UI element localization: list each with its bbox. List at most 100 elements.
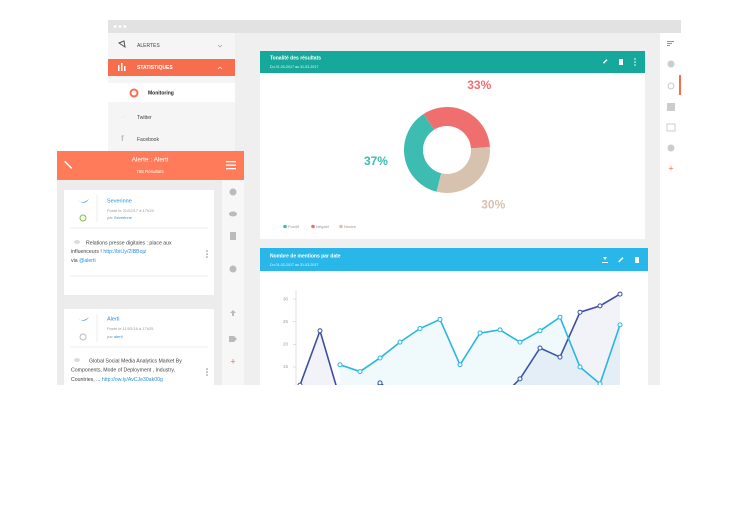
sidebar-label: Twitter (137, 115, 152, 121)
mobile-tool-icons[interactable]: + (229, 188, 237, 367)
post-handle: alerti (114, 334, 123, 339)
donut-slice (423, 107, 490, 149)
point (497, 327, 503, 333)
post-date: Posté le 21/02/17 à 17h25 (107, 208, 154, 213)
post-card[interactable]: Severinne Posté le 21/02/17 à 17h25 par … (64, 190, 214, 295)
series-line (299, 293, 621, 385)
post-handle: Severinne (114, 215, 133, 220)
point (397, 339, 403, 345)
point (357, 369, 363, 375)
sidebar-label: ALERTES (137, 43, 160, 49)
donut-slice (436, 147, 490, 193)
svg-text:par Severinne: par Severinne (107, 215, 133, 220)
post-link[interactable]: http://ow.ly/AvCJe30ak00g (102, 377, 163, 383)
line-chart: 15 20 25 30 (283, 290, 623, 419)
point (498, 397, 502, 401)
post-date: Posté le 11/02/16 à 17h25 (107, 326, 154, 331)
panel-title: Tonalité des résultats (270, 55, 321, 61)
panel-subtitle: Du 01-03-2017 au 31-03-2017 (270, 65, 318, 69)
legend-marker (283, 224, 287, 229)
point (577, 364, 583, 370)
value-label: 33% (467, 78, 491, 92)
sidebar-label: STATISTIQUES (137, 65, 173, 71)
mobile-header (57, 151, 244, 180)
series-area (300, 294, 620, 385)
point (457, 362, 463, 368)
point (577, 309, 583, 315)
point (358, 406, 362, 410)
mobile-tools (222, 180, 244, 385)
point (398, 397, 402, 401)
svg-text:via @alerti: via @alerti (71, 258, 96, 264)
point (437, 316, 443, 322)
y-tick-label: 20 (283, 342, 289, 347)
post-author: Alerti (107, 316, 120, 322)
point (317, 328, 323, 334)
post-mention[interactable]: @alerti (79, 258, 96, 264)
point (478, 406, 482, 410)
post-author: Severinne (107, 198, 132, 204)
point (458, 415, 462, 419)
post-text: Relations presse digitales : place aux (86, 240, 172, 246)
svg-text:f: f (121, 134, 124, 143)
legend-marker (311, 224, 315, 229)
legend-label: Positif (288, 224, 300, 229)
point (377, 355, 383, 361)
panel-header (260, 51, 645, 73)
point (537, 328, 543, 334)
svg-text:influenceurs ! http://bit.ly/2: influenceurs ! http://bit.ly/2IBBojz (71, 249, 147, 255)
point (417, 326, 423, 332)
sidebar-item[interactable]: f Facebook (121, 134, 159, 143)
post-by: par (107, 215, 113, 220)
point (597, 381, 603, 385)
sidebar-item[interactable]: STATISTIQUES (108, 59, 235, 76)
point (438, 415, 442, 419)
legend-label: Négatif (316, 224, 330, 229)
panel-actions[interactable] (602, 257, 639, 263)
y-tick-label: 30 (283, 296, 289, 301)
point (597, 303, 603, 309)
point (517, 376, 523, 382)
donut-slice (404, 113, 442, 192)
sidebar-label: Facebook (137, 137, 159, 143)
title-bar (108, 20, 681, 33)
panel-subtitle: Du 01-03-2017 au 31-03-2017 (270, 263, 318, 267)
icon-bar (660, 33, 681, 385)
point (617, 322, 623, 328)
sidebar-item[interactable]: Monitoring (108, 83, 235, 102)
value-label: 37% (364, 154, 388, 168)
point (617, 291, 623, 297)
sidebar-item[interactable]: Twitter (119, 115, 152, 121)
legend-marker (339, 224, 343, 229)
post-text: Components, Mode of Deployment , Industr… (71, 367, 175, 373)
window: ALERTES STATISTIQUES Monitoring Twitter … (57, 20, 681, 419)
icon-bar-icons[interactable]: + (666, 41, 676, 173)
panel-title: Nombre de mentions par date (270, 253, 341, 259)
donut-chart: 37% Positif 33% Négatif 30% Neutre (283, 78, 506, 229)
post-link[interactable]: http://bit.ly/2IBBojz (103, 249, 146, 255)
post-card[interactable]: Alerti Posté le 11/02/16 à 17h25 par ale… (64, 309, 214, 401)
value-label: 30% (481, 197, 505, 211)
point (337, 362, 343, 368)
legend-label: Neutre (344, 224, 357, 229)
point (297, 382, 303, 385)
point (418, 410, 422, 414)
svg-text:+: + (230, 356, 235, 366)
panel-header (260, 248, 648, 271)
series-area (340, 317, 620, 385)
point (338, 397, 342, 401)
post-text: via (71, 258, 78, 264)
sidebar-label: Monitoring (148, 90, 174, 96)
svg-text:+: + (668, 163, 673, 173)
panel (260, 51, 645, 239)
svg-text:par alerti: par alerti (107, 334, 123, 339)
panel-actions[interactable] (602, 58, 636, 66)
point (377, 380, 383, 385)
y-tick-label: 25 (283, 319, 289, 324)
y-tick-label: 15 (283, 364, 289, 369)
point (517, 339, 523, 345)
sidebar-item[interactable]: ALERTES (117, 40, 223, 49)
post-text: Global Social Media Analytics Market By (89, 358, 182, 364)
svg-text:Countries, ... http://ow.ly/Av: Countries, ... http://ow.ly/AvCJe30ak00g (71, 377, 163, 383)
